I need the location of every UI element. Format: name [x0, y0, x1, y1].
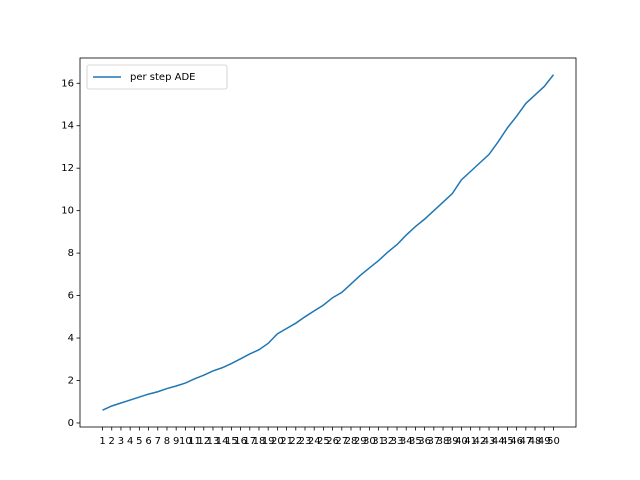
x-tick-label: 48	[529, 436, 542, 447]
x-tick-label: 32	[381, 436, 394, 447]
x-tick-label: 50	[547, 436, 560, 447]
x-tick-label: 24	[308, 436, 321, 447]
x-tick-label: 6	[145, 436, 151, 447]
x-tick-label: 9	[173, 436, 179, 447]
x-tick-label: 21	[280, 436, 293, 447]
x-tick-label: 19	[262, 436, 275, 447]
x-tick-label: 13	[207, 436, 220, 447]
x-tick-label: 12	[197, 436, 210, 447]
x-tick-label: 31	[372, 436, 385, 447]
axes-frame	[79, 57, 577, 428]
x-tick-label: 4	[127, 436, 133, 447]
x-tick-label: 41	[464, 436, 477, 447]
x-tick-label: 44	[492, 436, 505, 447]
x-tick-label: 16	[234, 436, 247, 447]
x-tick-label: 39	[446, 436, 459, 447]
y-tick-label: 8	[68, 248, 74, 259]
x-tick-label: 42	[473, 436, 486, 447]
y-tick-label: 0	[68, 418, 74, 429]
x-tick-label: 11	[188, 436, 201, 447]
x-tick-label: 49	[538, 436, 551, 447]
x-tick-label: 40	[455, 436, 468, 447]
x-tick-label: 5	[136, 436, 142, 447]
y-tick-label: 10	[61, 206, 74, 217]
x-tick-label: 3	[118, 436, 124, 447]
y-tick-label: 14	[61, 121, 74, 132]
x-tick-label: 33	[391, 436, 404, 447]
x-tick-label: 28	[345, 436, 358, 447]
x-tick-label: 30	[363, 436, 376, 447]
x-tick-label: 18	[253, 436, 266, 447]
x-tick-label: 22	[289, 436, 302, 447]
x-tick-label: 17	[243, 436, 256, 447]
x-tick-label: 29	[354, 436, 367, 447]
x-tick-label: 2	[109, 436, 115, 447]
x-tick-label: 38	[437, 436, 450, 447]
x-tick-label: 8	[164, 436, 170, 447]
x-tick-label: 14	[216, 436, 229, 447]
x-tick-label: 37	[427, 436, 440, 447]
x-tick-label: 35	[409, 436, 422, 447]
line-series	[102, 74, 555, 411]
x-tick-label: 7	[155, 436, 161, 447]
y-tick-label: 4	[68, 333, 74, 344]
x-tick-label: 10	[179, 436, 192, 447]
x-tick-label: 43	[483, 436, 496, 447]
x-tick-label: 45	[501, 436, 514, 447]
y-tick-label: 12	[61, 163, 74, 174]
legend-label: per step ADE	[130, 72, 195, 83]
x-tick-label: 34	[400, 436, 413, 447]
x-tick-label: 27	[335, 436, 348, 447]
x-tick-label: 25	[317, 436, 330, 447]
x-tick-label: 15	[225, 436, 238, 447]
x-tick-label: 20	[271, 436, 284, 447]
x-tick-label: 1	[99, 436, 105, 447]
x-tick-label: 36	[418, 436, 431, 447]
y-tick-label: 2	[68, 376, 74, 387]
y-tick-label: 6	[68, 291, 74, 302]
x-tick-label: 46	[510, 436, 523, 447]
x-tick-label: 23	[299, 436, 312, 447]
legend-box	[86, 64, 228, 90]
y-tick-label: 16	[61, 78, 74, 89]
x-tick-label: 26	[326, 436, 339, 447]
x-tick-label: 47	[519, 436, 532, 447]
